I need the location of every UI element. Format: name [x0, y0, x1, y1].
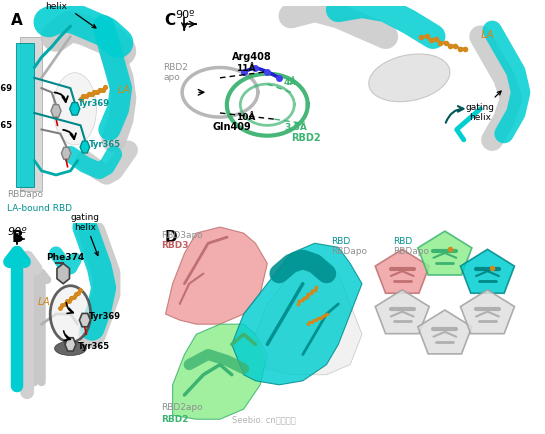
Polygon shape — [20, 37, 41, 192]
Text: RBDapo: RBDapo — [7, 189, 43, 198]
Text: LA-bound RBD: LA-bound RBD — [7, 204, 72, 213]
Text: gating
helix: gating helix — [70, 212, 99, 256]
Polygon shape — [70, 103, 80, 116]
Polygon shape — [418, 232, 472, 276]
Text: RBDapo: RBDapo — [393, 247, 429, 256]
Text: RBDapo: RBDapo — [331, 247, 367, 256]
Text: RBD2: RBD2 — [291, 132, 320, 142]
Polygon shape — [57, 264, 69, 284]
Text: LA: LA — [118, 85, 131, 95]
Polygon shape — [418, 310, 472, 354]
Text: 11Å: 11Å — [237, 63, 256, 72]
Text: Tyr369: Tyr369 — [0, 84, 13, 93]
Polygon shape — [461, 290, 514, 334]
Text: RBD2apo: RBD2apo — [161, 402, 202, 411]
Text: Tyr365: Tyr365 — [78, 342, 110, 351]
Text: 10Å: 10Å — [237, 113, 256, 122]
Polygon shape — [232, 243, 362, 385]
Polygon shape — [80, 142, 89, 154]
Text: C: C — [165, 13, 175, 28]
Text: Tyr369: Tyr369 — [89, 311, 121, 320]
Text: Phe374: Phe374 — [46, 253, 84, 262]
Text: Tyr365: Tyr365 — [89, 140, 122, 149]
Polygon shape — [80, 314, 90, 327]
Text: RBD3: RBD3 — [161, 241, 188, 250]
Text: gating
helix: gating helix — [466, 92, 501, 122]
Ellipse shape — [54, 342, 86, 356]
Text: B: B — [11, 230, 23, 244]
Text: D: D — [165, 230, 177, 244]
Polygon shape — [256, 264, 362, 375]
Polygon shape — [375, 290, 429, 334]
Text: Arg408: Arg408 — [232, 52, 271, 62]
Polygon shape — [16, 43, 34, 188]
Text: 4Å: 4Å — [284, 78, 297, 87]
Text: RBD3apo: RBD3apo — [161, 230, 203, 240]
Text: A: A — [11, 13, 23, 28]
Polygon shape — [461, 250, 514, 293]
Text: 90º: 90º — [7, 227, 27, 237]
Polygon shape — [62, 148, 71, 160]
Text: LA: LA — [37, 296, 50, 306]
Ellipse shape — [53, 73, 96, 146]
Text: gating
helix: gating helix — [41, 0, 96, 29]
Text: Seebio. cn西宝生物: Seebio. cn西宝生物 — [232, 414, 295, 423]
Text: 90º: 90º — [175, 10, 194, 20]
Text: RBD2: RBD2 — [161, 414, 188, 423]
Text: Gln409: Gln409 — [213, 122, 252, 132]
Polygon shape — [65, 338, 76, 351]
Ellipse shape — [50, 286, 90, 342]
Text: RBD: RBD — [393, 237, 412, 246]
Text: Tyr365: Tyr365 — [0, 121, 13, 130]
Text: Tyr369: Tyr369 — [78, 99, 110, 108]
Ellipse shape — [369, 55, 450, 102]
Text: 3.5Å: 3.5Å — [284, 123, 307, 132]
Polygon shape — [51, 105, 61, 118]
Polygon shape — [375, 250, 429, 293]
Text: RBD: RBD — [331, 237, 350, 246]
Polygon shape — [173, 324, 267, 419]
Text: RBD2
apo: RBD2 apo — [163, 63, 188, 82]
Text: LA: LA — [480, 30, 494, 39]
Polygon shape — [166, 227, 267, 324]
